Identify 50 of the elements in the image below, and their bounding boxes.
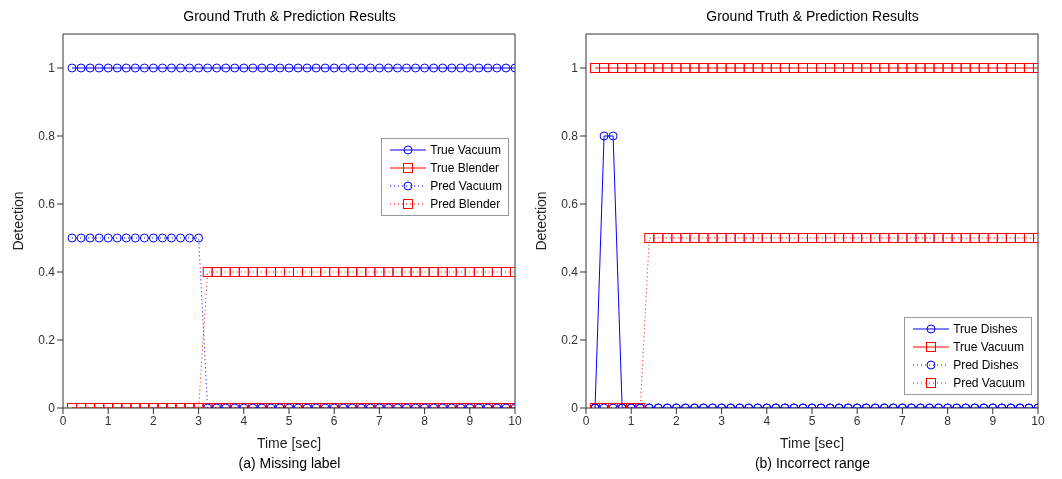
y-tick-label: 0.4: [38, 265, 56, 280]
x-tick-label: 10: [508, 413, 522, 428]
x-tick-label: 5: [808, 413, 816, 428]
x-tick-label: 1: [104, 413, 112, 428]
y-tick-label: 0.2: [38, 333, 56, 348]
chart-title: Ground Truth & Prediction Results: [705, 8, 920, 26]
x-tick-label: 9: [466, 413, 474, 428]
x-tick-label: 10: [1031, 413, 1045, 428]
legend-label: True Dishes: [953, 322, 1018, 336]
legend-label: True Vacuum: [953, 340, 1024, 354]
x-tick-label: 9: [989, 413, 997, 428]
x-tick-label: 7: [376, 413, 384, 428]
chart-title: Ground Truth & Prediction Results: [182, 8, 397, 26]
y-tick-label: 1: [48, 61, 56, 76]
x-tick-label: 0: [59, 413, 67, 428]
x-tick-label: 3: [718, 413, 726, 428]
legend-label: Pred Dishes: [953, 358, 1019, 372]
y-tick-label: 0.8: [38, 129, 56, 144]
x-tick-label: 8: [421, 413, 429, 428]
legend-label: True Vacuum: [430, 143, 501, 157]
text: (a) Missing label: [237, 455, 342, 471]
y-tick-label: 0: [48, 401, 56, 416]
y-tick-label: 0.2: [561, 333, 579, 348]
x-tick-label: 4: [763, 413, 771, 428]
x-tick-label: 2: [150, 413, 158, 428]
text: (b) Incorrect range: [753, 455, 872, 471]
legend-label: True Blender: [430, 161, 500, 175]
x-tick-label: 7: [899, 413, 907, 428]
x-tick-label: 4: [240, 413, 248, 428]
legend-label: Pred Vacuum: [430, 179, 502, 193]
legend-label: Pred Vacuum: [953, 376, 1025, 390]
x-tick-label: 3: [195, 413, 203, 428]
x-tick-label: 1: [627, 413, 635, 428]
x-tick-label: 6: [853, 413, 861, 428]
x-tick-label: 0: [582, 413, 590, 428]
x-axis-title: Time [sec]: [256, 435, 322, 451]
y-tick-label: 0.4: [561, 265, 579, 280]
x-tick-label: 5: [285, 413, 293, 428]
legend-label: Pred Blender: [430, 197, 501, 211]
y-tick-label: 0.6: [38, 197, 56, 212]
y-tick-label: 0.6: [561, 197, 579, 212]
x-axis-title: Time [sec]: [779, 435, 845, 451]
x-tick-label: 6: [330, 413, 338, 428]
y-tick-label: 0.8: [561, 129, 579, 144]
y-tick-label: 0: [571, 401, 579, 416]
y-tick-label: 1: [571, 61, 579, 76]
y-axis-title: Detection: [9, 191, 26, 251]
x-tick-label: 2: [673, 413, 681, 428]
x-tick-label: 8: [944, 413, 952, 428]
y-axis-title: Detection: [532, 191, 549, 251]
